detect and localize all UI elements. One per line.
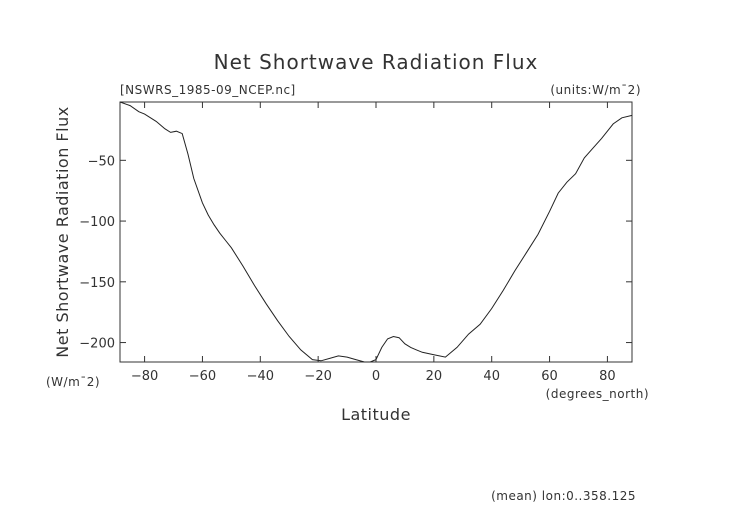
chart-title: Net Shortwave Radiation Flux — [214, 50, 539, 74]
x-tick-label: 40 — [483, 369, 500, 384]
y-ticks: −50 −100 −150 −200 — [79, 154, 632, 352]
y-tick-label: −50 — [88, 154, 115, 169]
x-tick-label: 60 — [541, 369, 558, 384]
x-ticks: −80 −60 −40 −20 0 20 40 60 80 — [131, 102, 616, 384]
x-tick-label: −20 — [304, 369, 331, 384]
x-tick-label: −80 — [131, 369, 158, 384]
y-tick-label: −100 — [79, 215, 115, 230]
y-axis-unit: (W/m¯2) — [46, 375, 100, 389]
file-label: [NSWRS_1985-09_NCEP.nc] — [120, 83, 296, 97]
series-line — [119, 101, 633, 363]
y-tick-label: −200 — [79, 337, 115, 352]
x-tick-label: 20 — [426, 369, 443, 384]
y-tick-label: −150 — [79, 276, 115, 291]
plot-frame — [119, 101, 633, 363]
x-tick-label: 80 — [599, 369, 616, 384]
x-tick-label: −40 — [247, 369, 274, 384]
y-axis-label: Net Shortwave Radiation Flux — [53, 106, 72, 357]
x-tick-label: 0 — [372, 369, 380, 384]
units-label: (units:W/m¯2) — [550, 83, 641, 97]
footer-note: (mean) lon:0..358.125 — [491, 489, 636, 503]
x-axis-label: Latitude — [341, 405, 411, 424]
x-tick-label: −60 — [189, 369, 216, 384]
x-axis-unit: (degrees_north) — [546, 387, 649, 401]
